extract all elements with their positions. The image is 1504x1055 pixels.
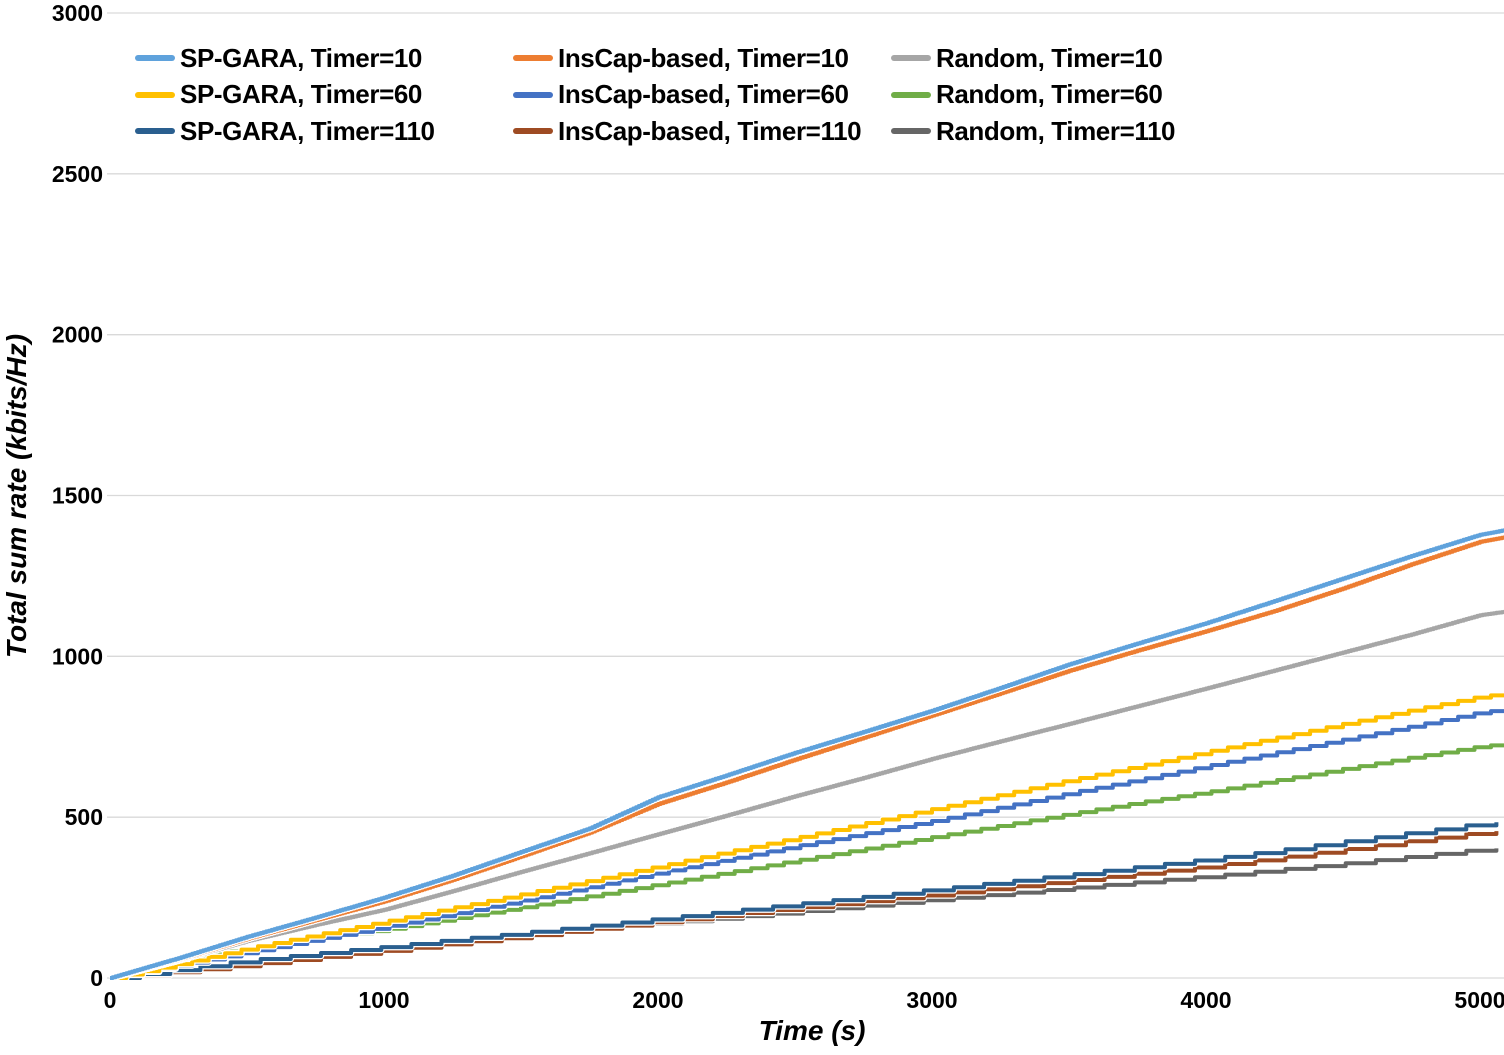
- legend-label: SP-GARA, Timer=110: [180, 115, 435, 146]
- x-axis-title: Time (s): [758, 1015, 866, 1046]
- y-tick-label: 2000: [52, 322, 103, 348]
- series-line-inscap-based-timer-60: [110, 709, 1504, 980]
- legend-label: Random, Timer=60: [936, 79, 1163, 110]
- legend-swatch-random-timer-60: [891, 91, 931, 98]
- y-tick-label: 1000: [52, 643, 103, 669]
- legend-label: InsCap-based, Timer=110: [558, 115, 862, 146]
- y-tick-label: 1500: [52, 483, 103, 509]
- legend-item-random-timer-110: Random, Timer=110: [891, 113, 1176, 150]
- legend-swatch-random-timer-10: [891, 55, 931, 62]
- x-tick-label: 5000: [1454, 987, 1504, 1013]
- legend-swatch-sp-gara-timer-10: [135, 55, 175, 62]
- y-axis-title: Total sum rate (kbits/Hz): [1, 333, 32, 659]
- legend-item-random-timer-10: Random, Timer=10: [891, 40, 1175, 77]
- series-line-sp-gara-timer-10: [110, 528, 1504, 980]
- legend-swatch-sp-gara-timer-60: [135, 91, 175, 98]
- x-tick-label: 1000: [358, 987, 409, 1013]
- legend-label: InsCap-based, Timer=10: [558, 42, 849, 73]
- legend-item-inscap-based-timer-60: InsCap-based, Timer=60: [513, 77, 891, 114]
- legend-swatch-random-timer-110: [891, 128, 931, 135]
- legend-item-sp-gara-timer-110: SP-GARA, Timer=110: [135, 113, 513, 150]
- y-tick-label: 3000: [52, 0, 103, 26]
- x-tick-label: 0: [104, 987, 117, 1013]
- series-line-sp-gara-timer-60: [110, 693, 1504, 980]
- legend-label: SP-GARA, Timer=10: [180, 42, 422, 73]
- legend: SP-GARA, Timer=10 InsCap-based, Timer=10 R…: [135, 40, 1176, 150]
- legend-item-inscap-based-timer-110: InsCap-based, Timer=110: [513, 113, 891, 150]
- legend-swatch-sp-gara-timer-110: [135, 128, 175, 135]
- x-tick-label: 2000: [632, 987, 683, 1013]
- legend-label: Random, Timer=10: [936, 42, 1163, 73]
- legend-label: InsCap-based, Timer=60: [558, 79, 849, 110]
- legend-swatch-inscap-based-timer-10: [513, 55, 553, 62]
- legend-label: SP-GARA, Timer=60: [180, 79, 422, 110]
- legend-swatch-inscap-based-timer-60: [513, 91, 553, 98]
- legend-item-inscap-based-timer-10: InsCap-based, Timer=10: [513, 40, 891, 77]
- legend-label: Random, Timer=110: [936, 115, 1176, 146]
- series-line-sp-gara-timer-110: [110, 822, 1499, 980]
- y-tick-label: 2500: [52, 161, 103, 187]
- series-line-random-timer-10: [110, 609, 1504, 980]
- legend-item-sp-gara-timer-10: SP-GARA, Timer=10: [135, 40, 513, 77]
- legend-item-sp-gara-timer-60: SP-GARA, Timer=60: [135, 77, 513, 114]
- x-tick-label: 4000: [1180, 987, 1231, 1013]
- y-tick-label: 500: [65, 804, 103, 830]
- y-tick-label: 0: [90, 965, 103, 991]
- legend-item-random-timer-60: Random, Timer=60: [891, 77, 1175, 114]
- x-tick-label: 3000: [906, 987, 957, 1013]
- legend-swatch-inscap-based-timer-110: [513, 128, 553, 135]
